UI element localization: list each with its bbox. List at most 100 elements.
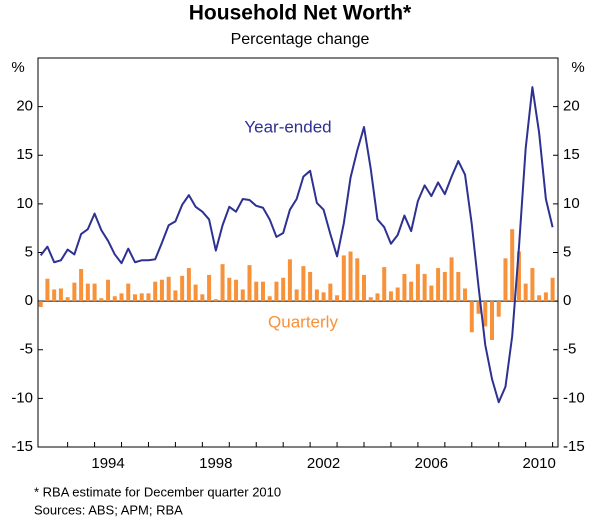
bar — [436, 268, 441, 302]
bar — [355, 258, 360, 302]
y-tick-label: 20 — [16, 98, 33, 115]
bar — [516, 251, 521, 302]
bar — [409, 281, 414, 302]
bar — [341, 255, 346, 302]
bar — [362, 274, 367, 302]
bar — [328, 283, 333, 302]
bar — [92, 283, 97, 302]
y2-tick-label: 20 — [563, 98, 580, 115]
bar — [139, 293, 144, 302]
bar — [476, 301, 481, 314]
x-tick-label: 2010 — [522, 455, 555, 472]
bar — [395, 287, 400, 302]
y2-tick-label: -15 — [563, 438, 585, 455]
bar — [99, 298, 104, 302]
bar — [463, 288, 468, 302]
bar — [79, 269, 84, 302]
bar — [442, 271, 447, 302]
bar — [537, 295, 542, 302]
bar — [52, 289, 57, 302]
bar — [180, 275, 185, 302]
y-tick-label: -15 — [11, 438, 33, 455]
y-tick-label: 15 — [16, 146, 33, 163]
y2-tick-label: 15 — [563, 146, 580, 163]
bar — [530, 268, 535, 302]
bar — [510, 229, 515, 302]
y-tick-label: 10 — [16, 195, 33, 212]
footnote: Sources: ABS; APM; RBA — [34, 502, 183, 517]
bar — [45, 278, 50, 302]
line — [39, 86, 554, 404]
bar — [469, 301, 474, 333]
bar — [543, 292, 548, 302]
bar — [348, 251, 353, 302]
bar — [254, 281, 259, 302]
bar — [422, 273, 427, 302]
y2-axis-unit: % — [571, 59, 584, 76]
bar — [415, 264, 420, 302]
bar — [112, 296, 117, 302]
bar — [159, 279, 164, 302]
footnote: * RBA estimate for December quarter 2010 — [34, 484, 281, 499]
bar — [166, 276, 171, 302]
bar — [301, 266, 306, 302]
bar — [240, 289, 245, 302]
plot-frame — [37, 57, 559, 448]
series-label: Quarterly — [268, 312, 338, 331]
bar — [173, 290, 178, 302]
bar — [382, 267, 387, 302]
y2-tick-label: -10 — [563, 389, 585, 406]
bar — [496, 301, 501, 317]
series-label: Year-ended — [244, 117, 331, 136]
bar — [281, 277, 286, 302]
bar — [402, 273, 407, 302]
bar — [294, 289, 299, 302]
x-tick-label: 2002 — [307, 455, 340, 472]
y-tick-label: 0 — [25, 292, 33, 309]
bar — [85, 283, 90, 302]
bar — [368, 297, 373, 302]
bar — [186, 268, 191, 302]
bar — [126, 283, 131, 302]
y-tick-label: 5 — [25, 243, 33, 260]
y2-tick-label: 0 — [563, 292, 571, 309]
bar — [234, 279, 239, 302]
bar — [429, 285, 434, 302]
y2-tick-label: 5 — [563, 243, 571, 260]
bar — [308, 271, 313, 302]
bar — [523, 283, 528, 302]
x-tick-label: 1994 — [91, 455, 124, 472]
bar — [260, 281, 265, 302]
bar — [388, 291, 393, 302]
bar — [375, 293, 380, 302]
bar — [267, 296, 272, 302]
bar — [274, 281, 279, 302]
bar — [213, 299, 218, 302]
bar — [200, 294, 205, 302]
chart-subtitle: Percentage change — [231, 31, 370, 48]
bar — [132, 294, 137, 302]
y-axis-unit: % — [11, 59, 24, 76]
bar — [153, 281, 158, 302]
bar — [220, 264, 225, 302]
x-tick-label: 2006 — [415, 455, 448, 472]
bar — [146, 293, 151, 302]
bar — [207, 274, 212, 302]
bar — [489, 301, 494, 341]
bar — [38, 301, 43, 307]
bar — [456, 271, 461, 302]
bar — [449, 257, 454, 302]
bar — [503, 258, 508, 302]
x-tick-label: 1998 — [199, 455, 232, 472]
bar — [72, 282, 77, 302]
bar — [58, 288, 63, 302]
chart-title: Household Net Worth* — [189, 2, 412, 25]
bar — [65, 297, 70, 302]
y-tick-label: -5 — [20, 341, 33, 358]
y-tick-label: -10 — [11, 389, 33, 406]
bar — [321, 292, 326, 302]
y2-tick-label: 10 — [563, 195, 580, 212]
bar — [314, 289, 319, 302]
